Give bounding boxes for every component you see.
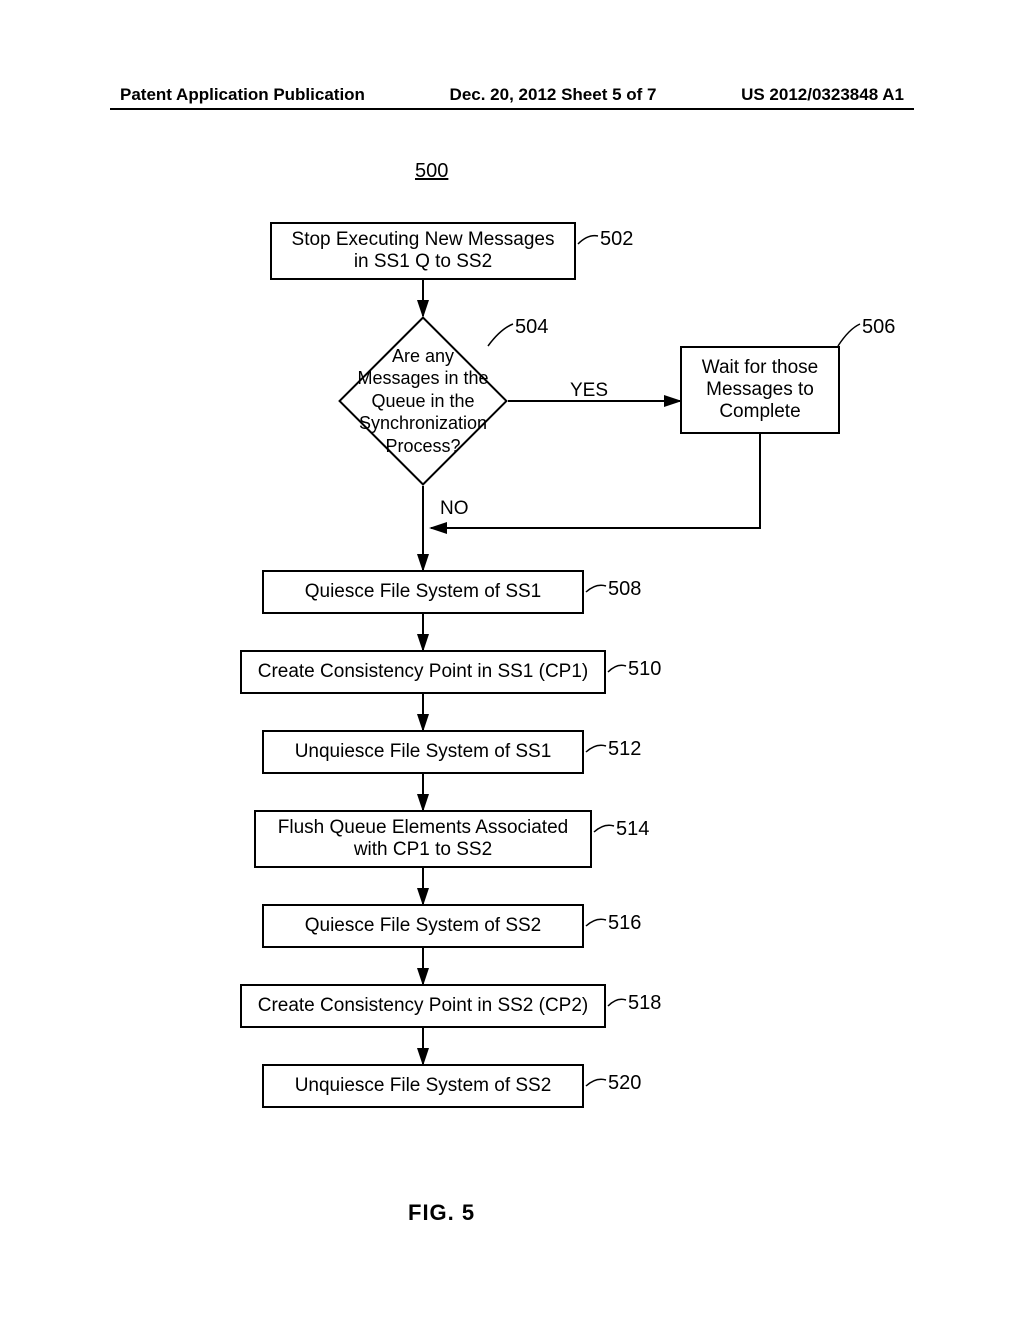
connector-overlay [0, 0, 1024, 1320]
